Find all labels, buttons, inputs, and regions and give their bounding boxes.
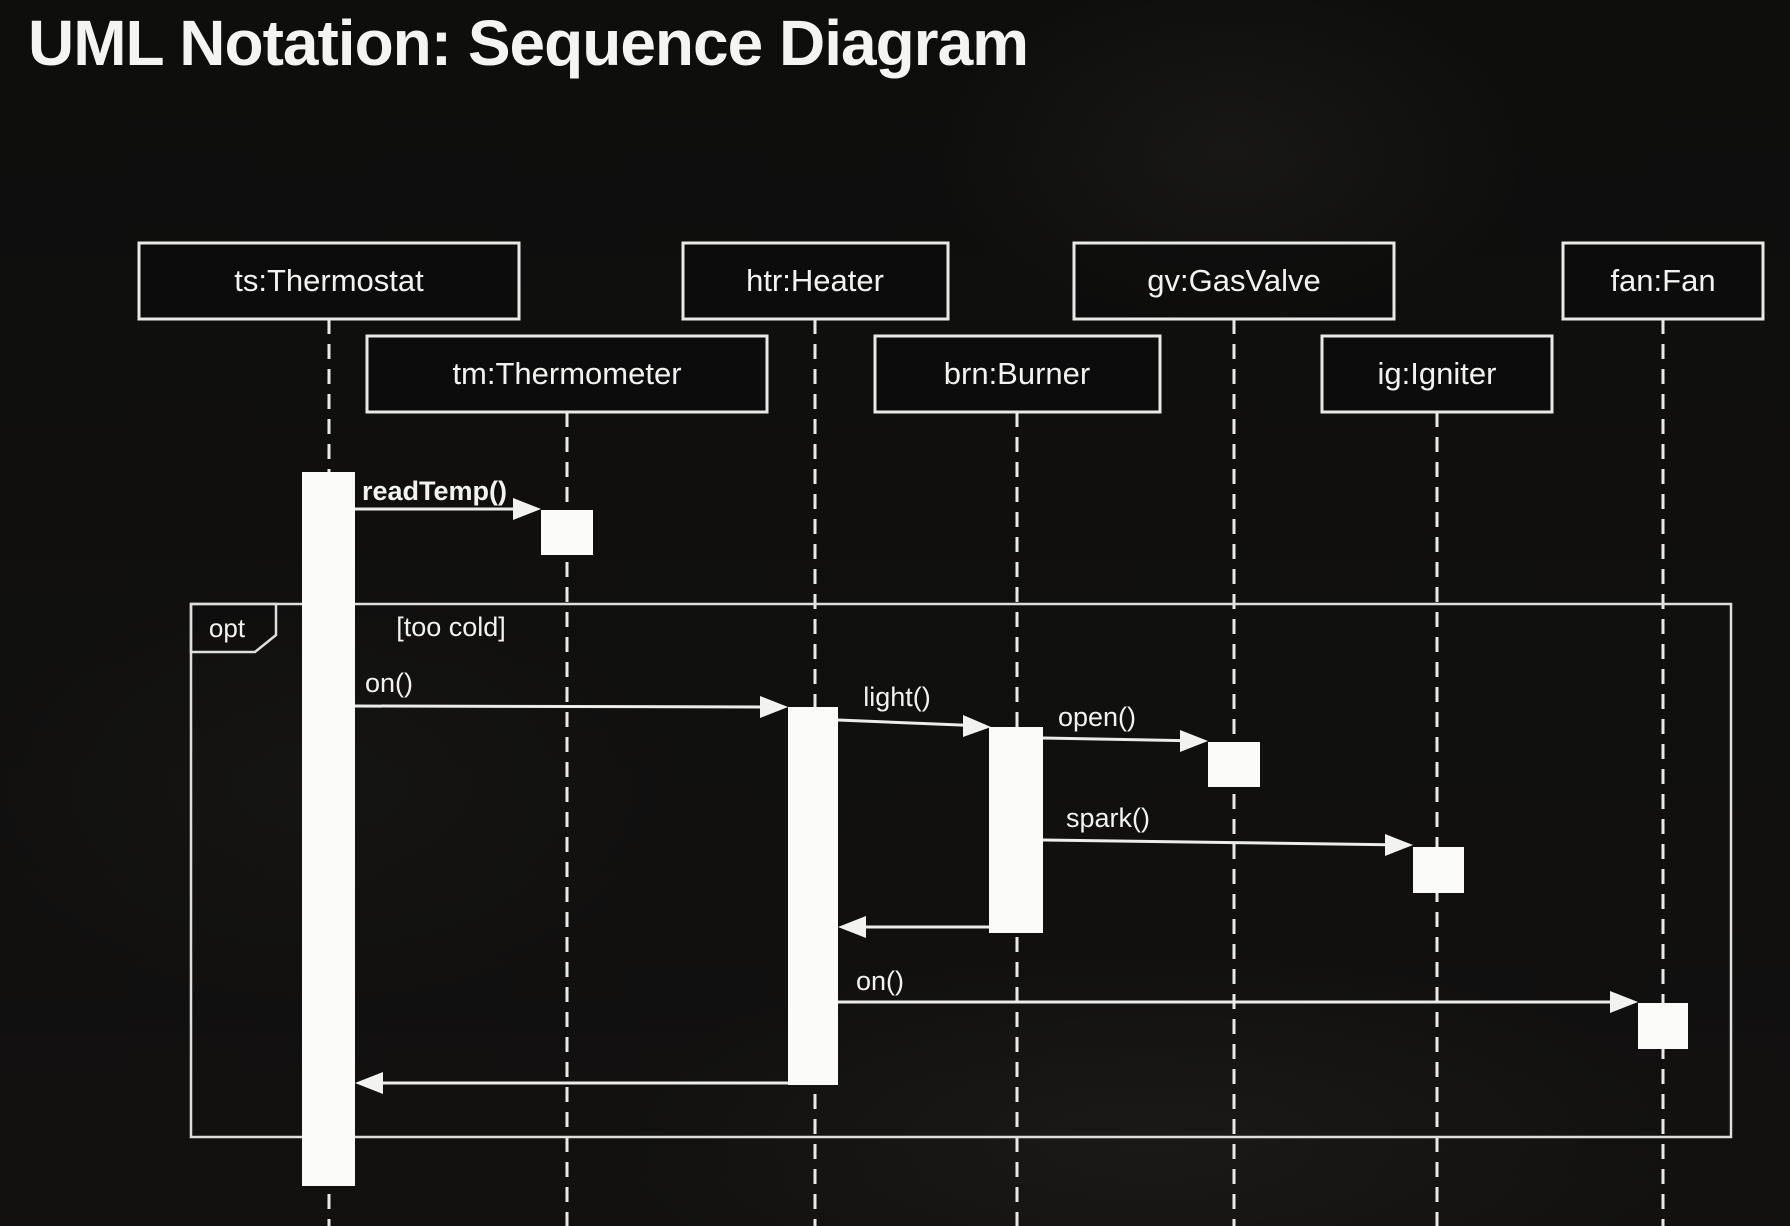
activation-tm bbox=[541, 510, 593, 555]
message-line-light bbox=[837, 718, 986, 728]
message-label-readTemp: readTemp() bbox=[362, 476, 507, 506]
message-label-on-heater: on() bbox=[365, 668, 413, 698]
message-line-open bbox=[1042, 736, 1203, 743]
slide-title: UML Notation: Sequence Diagram bbox=[28, 7, 1029, 79]
participant-label-ig: ig:Igniter bbox=[1378, 356, 1497, 391]
activation-ts bbox=[302, 472, 355, 1186]
arrowheads bbox=[355, 498, 1638, 1094]
arrowhead-return-heater-thermostat bbox=[355, 1072, 383, 1094]
participant-box-brn bbox=[873, 334, 1162, 414]
arrowhead-on-heater bbox=[760, 696, 788, 718]
arrowhead-readTemp bbox=[513, 498, 541, 520]
participant-label-fan: fan:Fan bbox=[1610, 263, 1715, 298]
participant-label-ts: ts:Thermostat bbox=[234, 263, 424, 298]
message-label-light: light() bbox=[863, 682, 931, 712]
message-line-spark bbox=[1042, 838, 1408, 847]
participant-label-htr: htr:Heater bbox=[746, 263, 884, 298]
arrowhead-return-burner-heater bbox=[838, 916, 866, 938]
opt-fragment-operator-pentagon bbox=[189, 602, 278, 654]
participant-label-gv: gv:GasValve bbox=[1147, 263, 1320, 298]
activation-gv bbox=[1208, 742, 1260, 787]
message-line-on-heater bbox=[354, 704, 783, 709]
participant-box-tm bbox=[365, 334, 769, 414]
participant-box-htr bbox=[681, 241, 950, 321]
opt-fragment-operator-label: opt bbox=[209, 613, 246, 643]
opt-fragment-guard: [too cold] bbox=[396, 612, 506, 642]
participant-box-gv bbox=[1072, 241, 1396, 321]
participant-box-ig bbox=[1320, 334, 1554, 414]
activation-ig bbox=[1413, 847, 1464, 893]
participant-box-ts bbox=[137, 241, 521, 321]
arrowhead-light bbox=[963, 715, 991, 737]
participant-label-tm: tm:Thermometer bbox=[452, 356, 681, 391]
activation-fan bbox=[1638, 1003, 1688, 1049]
arrowhead-spark bbox=[1385, 834, 1413, 856]
message-label-open: open() bbox=[1058, 702, 1136, 732]
arrowhead-on-fan bbox=[1610, 991, 1638, 1013]
activation-htr bbox=[788, 707, 838, 1085]
messages: readTemp() on() light() open() spark() o… bbox=[354, 476, 1632, 1085]
message-label-spark: spark() bbox=[1066, 803, 1150, 833]
activations bbox=[302, 472, 1688, 1186]
activation-brn bbox=[989, 727, 1043, 933]
participant-label-brn: brn:Burner bbox=[944, 356, 1090, 391]
arrowhead-open bbox=[1180, 730, 1208, 752]
participant-boxes: ts:Thermostat htr:Heater gv:GasValve fan… bbox=[137, 241, 1765, 414]
message-label-on-fan: on() bbox=[856, 966, 904, 996]
participant-box-fan bbox=[1561, 241, 1765, 321]
opt-fragment: opt [too cold] bbox=[189, 602, 1733, 1139]
opt-fragment-border bbox=[189, 602, 1733, 1139]
